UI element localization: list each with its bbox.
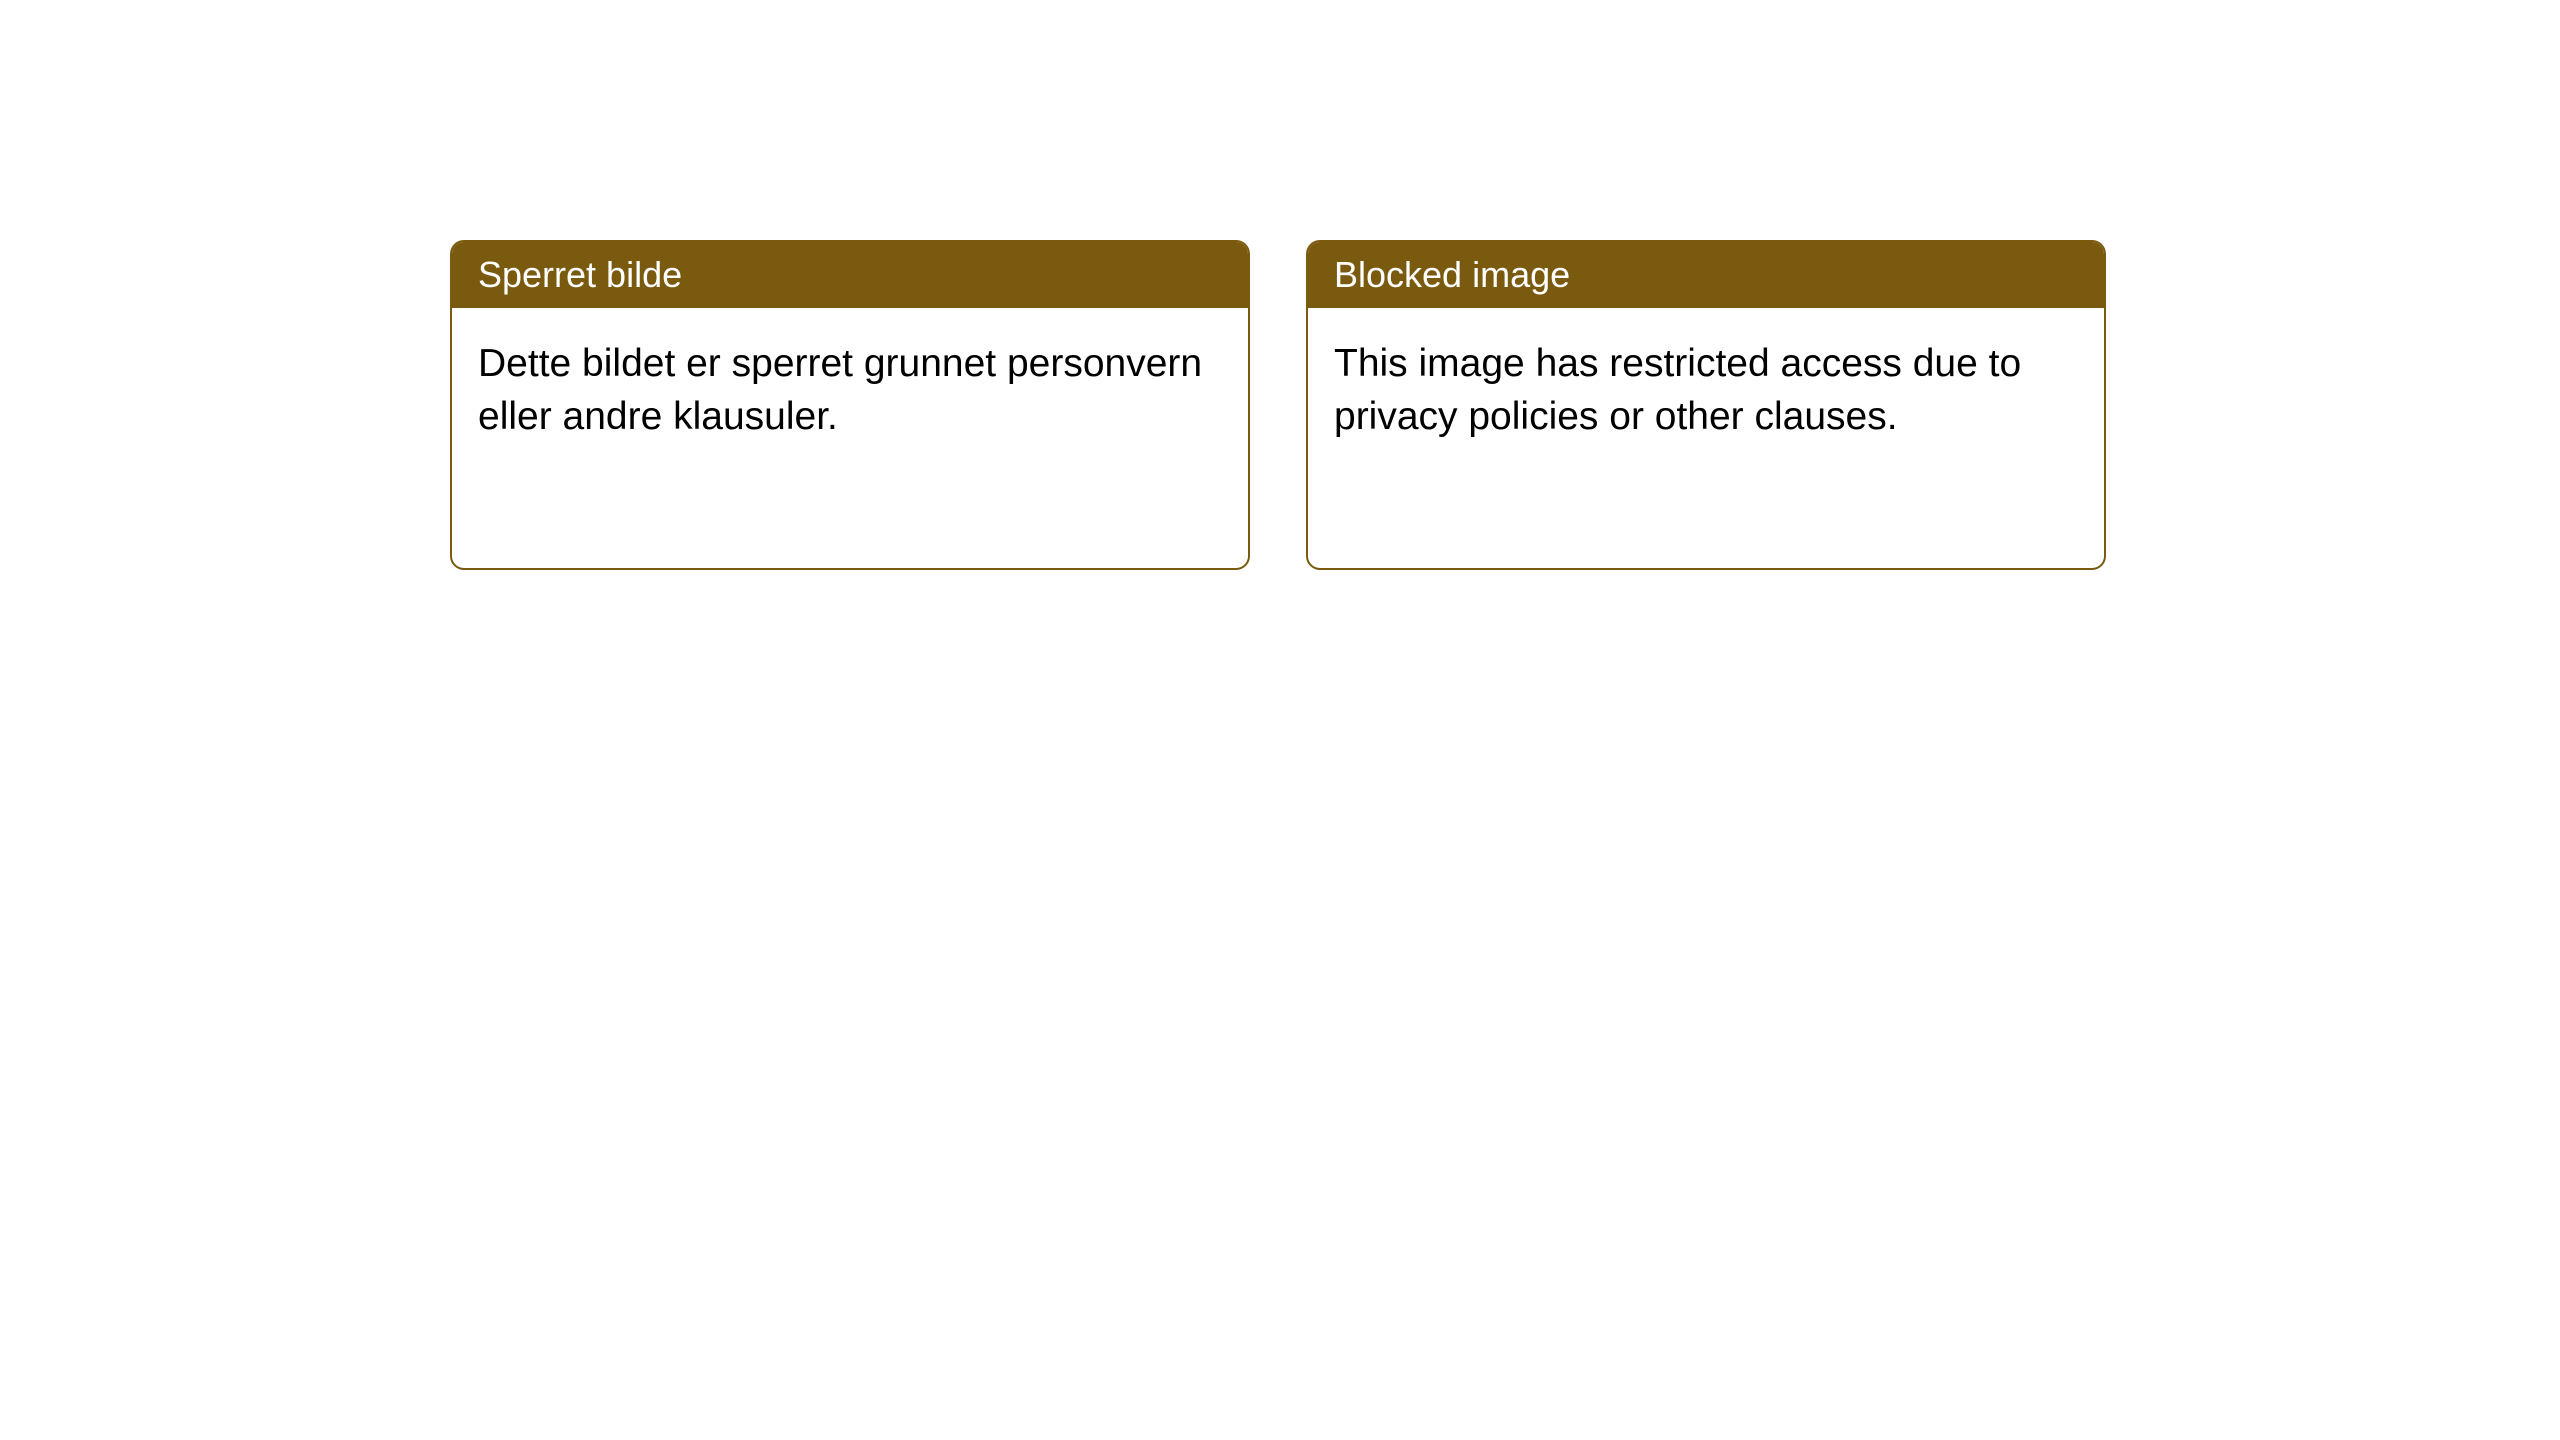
blocked-image-card-norwegian: Sperret bilde Dette bildet er sperret gr… [450, 240, 1250, 570]
card-message: This image has restricted access due to … [1334, 342, 2021, 438]
card-body: Dette bildet er sperret grunnet personve… [452, 308, 1248, 473]
card-header: Sperret bilde [452, 242, 1248, 308]
card-header: Blocked image [1308, 242, 2104, 308]
card-message: Dette bildet er sperret grunnet personve… [478, 342, 1202, 438]
notice-cards-container: Sperret bilde Dette bildet er sperret gr… [450, 240, 2106, 570]
card-title: Blocked image [1334, 254, 1570, 295]
card-title: Sperret bilde [478, 254, 682, 295]
blocked-image-card-english: Blocked image This image has restricted … [1306, 240, 2106, 570]
card-body: This image has restricted access due to … [1308, 308, 2104, 473]
